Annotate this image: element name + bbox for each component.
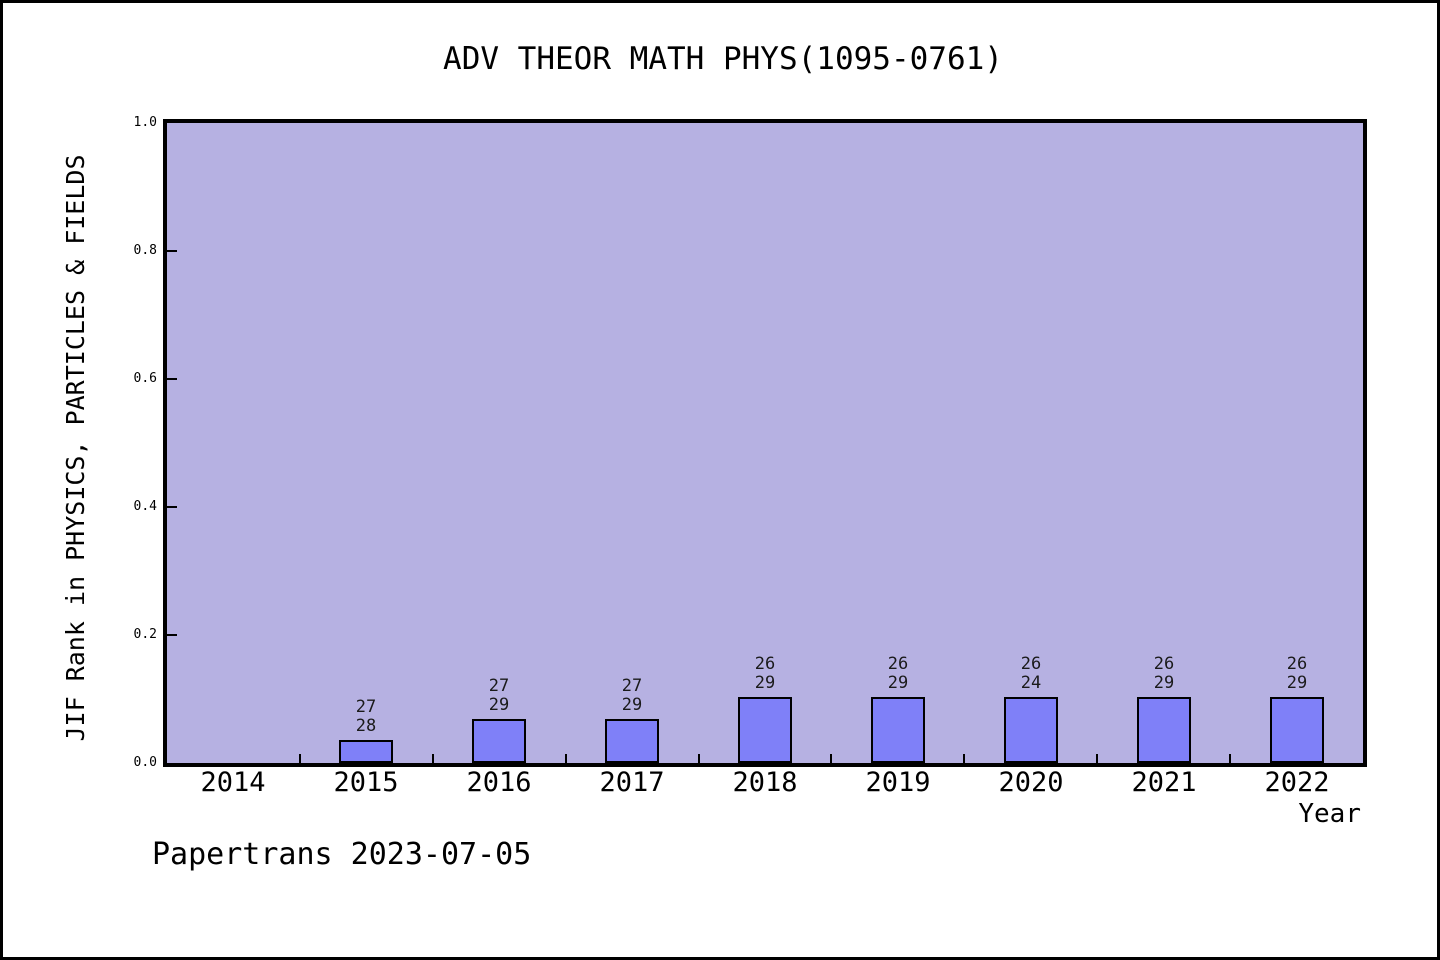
y-tick-mark (167, 250, 177, 252)
x-tick-mark (1096, 754, 1098, 763)
y-tick-label: 0.0 (133, 755, 157, 770)
bar-value-label: 26 29 (1153, 654, 1175, 693)
x-tick-mark (565, 754, 567, 763)
x-tick-mark (698, 754, 700, 763)
y-tick-mark (167, 506, 177, 508)
bar (339, 740, 393, 763)
x-tick-label: 2017 (599, 767, 665, 798)
x-tick-label: 2018 (732, 767, 798, 798)
bar (871, 697, 925, 763)
x-tick-label: 2016 (466, 767, 532, 798)
x-tick-mark (963, 754, 965, 763)
y-tick-mark (167, 378, 177, 380)
x-tick-mark (299, 754, 301, 763)
x-tick-mark (830, 754, 832, 763)
bar-value-label: 27 29 (621, 676, 643, 715)
bar-value-label: 26 29 (1286, 654, 1308, 693)
bar (738, 697, 792, 763)
x-tick-label: 2019 (865, 767, 931, 798)
x-axis-label: Year (1298, 799, 1361, 829)
y-tick-mark (167, 634, 177, 636)
bar (1004, 697, 1058, 763)
y-tick-label: 0.8 (133, 243, 157, 258)
bar (1137, 697, 1191, 763)
bar (605, 719, 659, 763)
bar (1270, 697, 1324, 763)
y-axis-label: JIF Rank in PHYSICS, PARTICLES & FIELDS (61, 154, 90, 742)
bar-value-label: 26 24 (1020, 654, 1042, 693)
x-tick-mark (432, 754, 434, 763)
x-tick-mark (1229, 754, 1231, 763)
bar-value-label: 26 29 (754, 654, 776, 693)
bar-value-label: 27 29 (488, 676, 510, 715)
y-tick-label: 0.2 (133, 627, 157, 642)
y-tick-label: 0.4 (133, 499, 157, 514)
bar-value-label: 26 29 (887, 654, 909, 693)
x-tick-label: 2022 (1264, 767, 1330, 798)
plot-area (163, 119, 1367, 767)
watermark-text: Papertrans 2023-07-05 (152, 837, 532, 872)
bar (472, 719, 526, 763)
x-tick-label: 2015 (333, 767, 399, 798)
x-tick-label: 2014 (200, 767, 266, 798)
chart-title: ADV THEOR MATH PHYS(1095-0761) (443, 41, 1003, 77)
y-tick-label: 1.0 (133, 115, 157, 130)
x-tick-label: 2021 (1131, 767, 1197, 798)
y-tick-label: 0.6 (133, 371, 157, 386)
x-tick-label: 2020 (998, 767, 1064, 798)
bar-value-label: 27 28 (355, 697, 377, 736)
